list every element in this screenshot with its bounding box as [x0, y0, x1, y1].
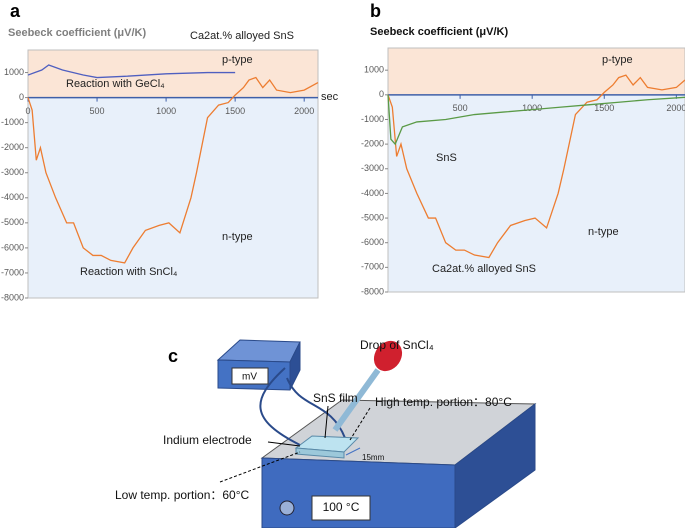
- panel-label: a: [10, 1, 21, 21]
- high-temp-label: High temp. portion：80°C: [375, 395, 512, 409]
- y-tick-label: -7000: [361, 262, 384, 272]
- arrow: [267, 441, 301, 447]
- meter-top: [216, 339, 301, 363]
- arrow: [219, 451, 301, 483]
- x-tick-label: 1000: [522, 103, 542, 113]
- x-tick-label: 500: [453, 103, 468, 113]
- y-tick-label: -4000: [1, 192, 24, 202]
- film-edge: [295, 447, 345, 459]
- y-tick-label: -8000: [1, 292, 24, 302]
- film-label: SnS film: [313, 391, 358, 405]
- series-label: Ca2at.% alloyed SnS: [432, 263, 536, 275]
- n-region: [28, 97, 318, 298]
- annotation: p-type: [602, 54, 633, 66]
- y-tick-label: -1000: [361, 114, 384, 124]
- hot-plate-front: [261, 457, 456, 528]
- pipette: [332, 368, 381, 432]
- size-label: 15mm: [362, 453, 385, 462]
- x-tick-label: 1500: [594, 103, 614, 113]
- panel-label: c: [168, 346, 178, 366]
- series-label: Reaction with SnCl₄: [80, 266, 178, 278]
- electrode-label: Indium electrode: [163, 433, 252, 447]
- arrow: [349, 407, 371, 441]
- dimension: [345, 447, 361, 456]
- x-tick-label: 0: [25, 106, 30, 116]
- pipette-bulb: [373, 340, 403, 372]
- y-tick-label: -2000: [1, 142, 24, 152]
- y-tick-label: 0: [379, 89, 384, 99]
- y-tick-label: -3000: [361, 163, 384, 173]
- series-line: [27, 64, 236, 79]
- meter-label: mV: [242, 372, 257, 383]
- x-tick-label: 500: [90, 106, 105, 116]
- annotation: p-type: [222, 54, 253, 66]
- y-tick-label: -4000: [361, 188, 384, 198]
- annotation: n-type: [222, 231, 253, 243]
- chart: -8000 -7000 -6000 -5000 -4000 -3000 -2000 -1000…: [361, 1, 685, 296]
- drop-label: Drop of SnCl₄: [360, 338, 434, 352]
- y-tick-label: -1000: [1, 117, 24, 127]
- series-label: Reaction with GeCl₄: [66, 78, 165, 90]
- series-label: SnS: [436, 152, 457, 164]
- y-tick-label: -5000: [1, 217, 24, 227]
- plot-border: [27, 49, 319, 299]
- low-temp-label: Low temp. portion：60°C: [115, 488, 250, 502]
- y-tick-label: -3000: [1, 167, 24, 177]
- x-tick-label: 1000: [156, 106, 176, 116]
- x-tick-label: 1500: [225, 106, 245, 116]
- knob: [279, 500, 295, 516]
- y-tick-label: -5000: [361, 212, 384, 222]
- y-tick-label: 1000: [4, 67, 24, 77]
- meter-side: [289, 341, 301, 391]
- y-tick-label: -2000: [361, 138, 384, 148]
- y-tick-label: -6000: [361, 237, 384, 247]
- x-tick-label: 2000: [666, 103, 685, 113]
- p-region: [388, 48, 685, 95]
- display: [311, 495, 371, 521]
- n-region: [388, 94, 685, 293]
- y-tick-label: -7000: [1, 267, 24, 277]
- y-tick-label: -8000: [361, 286, 384, 296]
- plot-border: [387, 47, 685, 293]
- chart-title: Seebeck coefficient (μV/K): [8, 27, 146, 39]
- y-tick-label: -6000: [1, 242, 24, 252]
- chart-title: Seebeck coefficient (μV/K): [370, 26, 508, 38]
- annotation: Ca2at.% alloyed SnS: [190, 30, 294, 42]
- chart: -8000 -7000 -6000 -5000 -4000 -3000 -2000 -1000…: [1, 1, 339, 303]
- plate-label: 100 °C: [323, 500, 360, 514]
- diagram: c Drop of SnCl₄ mV SnS film High temp. p…: [115, 338, 537, 528]
- arrow: [324, 405, 329, 439]
- series-line: [387, 74, 685, 259]
- meter-display: [231, 367, 269, 385]
- series-line: [27, 76, 319, 264]
- wire: [259, 367, 301, 446]
- y-tick-label: 0: [19, 92, 24, 102]
- annotation: n-type: [588, 226, 619, 238]
- panel-label: b: [370, 1, 381, 21]
- series-line: [387, 94, 685, 146]
- annotation: sec: [321, 91, 339, 103]
- hot-plate-side: [454, 402, 536, 528]
- y-tick-label: 1000: [364, 65, 384, 75]
- x-tick-label: 2000: [294, 106, 314, 116]
